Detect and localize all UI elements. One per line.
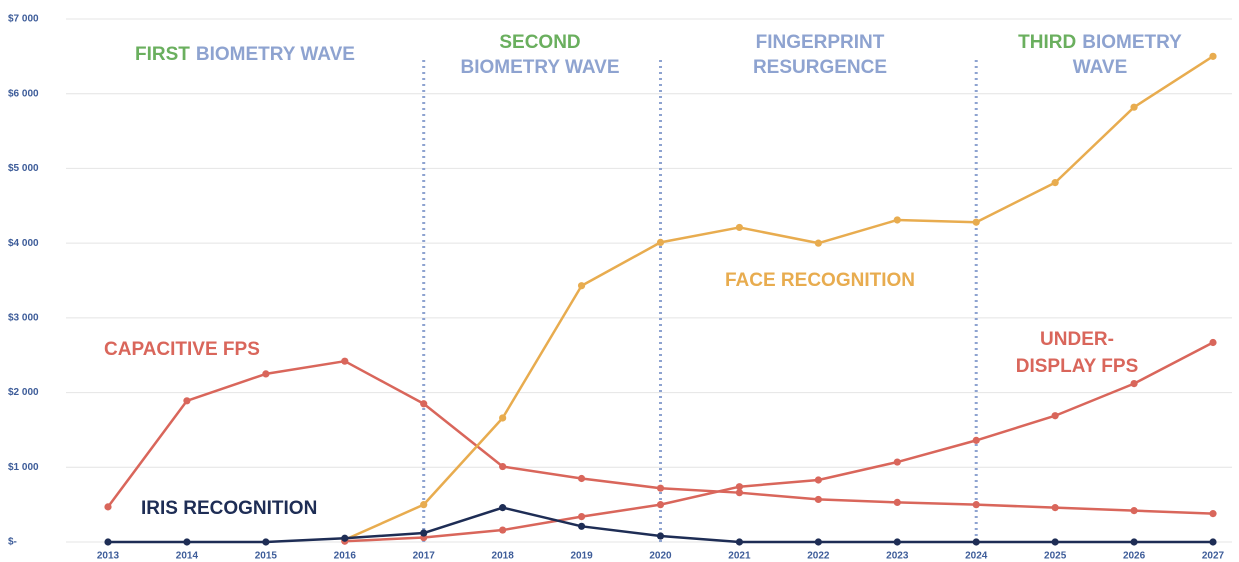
x-tick-label: 2023 xyxy=(886,551,909,562)
x-tick-label: 2015 xyxy=(255,551,278,562)
data-point xyxy=(499,526,507,534)
data-point xyxy=(577,522,586,530)
series-label: FACE RECOGNITION xyxy=(725,270,915,291)
data-point xyxy=(499,504,507,512)
series-label-line: DISPLAY FPS xyxy=(1016,356,1139,377)
data-point xyxy=(1051,538,1059,546)
data-point xyxy=(577,282,586,290)
data-point xyxy=(893,458,901,466)
x-tick-label: 2021 xyxy=(728,551,751,562)
y-tick-label: $- xyxy=(8,537,17,548)
data-point xyxy=(735,489,744,497)
wave-annotation: FINGERPRINT xyxy=(756,32,885,53)
series-label-line: UNDER- xyxy=(1040,329,1114,350)
data-point xyxy=(893,498,901,507)
y-tick-label: $2 000 xyxy=(8,387,39,398)
wave-annotation: WAVE xyxy=(1073,57,1128,78)
x-tick-label: 2016 xyxy=(334,551,357,562)
data-point xyxy=(814,476,822,484)
x-tick-label: 2019 xyxy=(570,551,593,562)
x-tick-label: 2024 xyxy=(965,551,988,562)
x-tick-label: 2017 xyxy=(413,551,436,562)
data-point xyxy=(262,538,270,546)
x-tick-label: 2014 xyxy=(176,551,199,562)
data-point xyxy=(1209,538,1217,546)
data-point xyxy=(577,474,586,483)
data-point xyxy=(1130,538,1138,546)
x-tick-label: 2020 xyxy=(649,551,672,562)
y-tick-label: $6 000 xyxy=(8,88,39,99)
data-point xyxy=(735,223,744,232)
data-point xyxy=(1051,412,1059,420)
data-point xyxy=(104,538,112,546)
x-tick-label: 2013 xyxy=(97,551,120,562)
data-point xyxy=(420,400,428,408)
data-point xyxy=(1051,504,1059,512)
series-label: CAPACITIVE FPS xyxy=(104,339,260,360)
data-point xyxy=(341,534,349,542)
data-point xyxy=(814,538,822,546)
data-point xyxy=(1209,510,1217,518)
wave-annotation: RESURGENCE xyxy=(753,57,887,78)
x-tick-label: 2026 xyxy=(1123,551,1146,562)
annotation-part: FIRST xyxy=(135,44,190,65)
annotation-part: SECOND xyxy=(499,32,580,53)
data-point xyxy=(893,538,901,546)
annotation-part: RESURGENCE xyxy=(753,57,887,78)
data-point xyxy=(893,216,901,224)
annotation-part: FINGERPRINT xyxy=(756,32,885,53)
x-tick-label: 2022 xyxy=(807,551,830,562)
data-point xyxy=(972,218,980,226)
series-label: IRIS RECOGNITION xyxy=(141,498,317,519)
data-point xyxy=(1051,179,1059,187)
data-point xyxy=(183,538,191,546)
data-point xyxy=(972,501,980,509)
annotation-part: WAVE xyxy=(1073,57,1128,78)
data-point xyxy=(420,529,428,537)
data-point xyxy=(972,436,980,444)
data-point xyxy=(656,238,665,246)
data-point xyxy=(262,370,270,378)
data-point xyxy=(735,538,744,546)
annotation-part: BIOMETRY WAVE xyxy=(460,57,619,78)
data-point xyxy=(577,512,586,521)
series-label: UNDER- DISPLAY FPS xyxy=(1016,329,1139,377)
annotation-part: BIOMETRY WAVE xyxy=(196,44,355,65)
data-point xyxy=(341,357,349,365)
annotation-part: THIRD xyxy=(1018,32,1076,53)
annotation-part: BIOMETRY xyxy=(1082,32,1182,53)
y-tick-label: $4 000 xyxy=(8,238,39,249)
data-point xyxy=(735,483,744,491)
data-point xyxy=(104,503,112,511)
data-point xyxy=(1130,507,1138,515)
y-tick-label: $7 000 xyxy=(8,14,39,25)
data-point xyxy=(1130,103,1138,111)
data-point xyxy=(1209,52,1217,60)
wave-annotation: BIOMETRY WAVE xyxy=(460,57,619,78)
x-tick-label: 2027 xyxy=(1202,551,1225,562)
data-point xyxy=(814,495,822,504)
data-point xyxy=(183,397,191,405)
y-tick-label: $3 000 xyxy=(8,312,39,323)
x-tick-label: 2018 xyxy=(492,551,515,562)
data-point xyxy=(656,501,665,509)
data-point xyxy=(420,501,428,509)
data-point xyxy=(814,239,822,247)
data-point xyxy=(499,414,507,422)
wave-annotation: THIRD BIOMETRY xyxy=(1018,32,1182,53)
y-tick-label: $1 000 xyxy=(8,462,39,473)
wave-annotation: SECOND xyxy=(499,32,580,53)
data-point xyxy=(499,462,507,471)
series-line xyxy=(344,341,1214,543)
data-point xyxy=(1209,338,1217,347)
data-point xyxy=(972,538,980,546)
wave-annotation: FIRST BIOMETRY WAVE xyxy=(135,44,355,65)
y-tick-label: $5 000 xyxy=(8,163,39,174)
data-point xyxy=(656,532,665,540)
data-point xyxy=(1130,380,1138,388)
x-tick-label: 2025 xyxy=(1044,551,1067,562)
series-line xyxy=(344,55,1214,541)
data-point xyxy=(656,484,665,492)
